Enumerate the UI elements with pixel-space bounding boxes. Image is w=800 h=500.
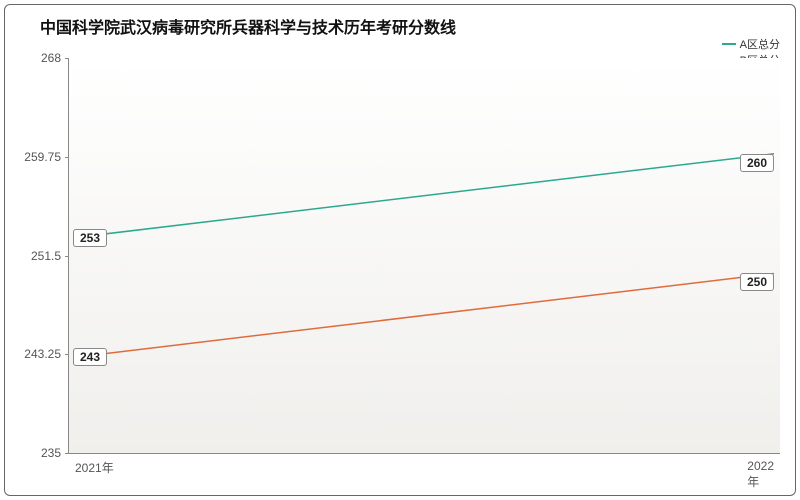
series-line: [75, 154, 774, 238]
data-point-label: 253: [73, 229, 107, 247]
plot-area: 235243.25251.5259.752682021年2022年2532602…: [68, 58, 780, 454]
data-point-label: 260: [740, 154, 774, 172]
chart-lines: [69, 58, 780, 453]
x-tick-label: 2022年: [747, 453, 774, 490]
y-tick-label: 243.25: [24, 347, 69, 361]
legend-swatch-a: [722, 43, 736, 45]
legend-label-a: A区总分: [740, 36, 780, 52]
x-tick-label: 2021年: [75, 453, 114, 476]
y-tick-label: 251.5: [31, 249, 69, 263]
chart-container: 中国科学院武汉病毒研究所兵器科学与技术历年考研分数线 A区总分 B区总分 235…: [0, 0, 800, 500]
series-line: [75, 273, 774, 357]
legend-item-a: A区总分: [722, 36, 780, 52]
y-tick-label: 259.75: [24, 150, 69, 164]
chart-title: 中国科学院武汉病毒研究所兵器科学与技术历年考研分数线: [40, 14, 456, 38]
data-point-label: 250: [740, 273, 774, 291]
data-point-label: 243: [73, 348, 107, 366]
